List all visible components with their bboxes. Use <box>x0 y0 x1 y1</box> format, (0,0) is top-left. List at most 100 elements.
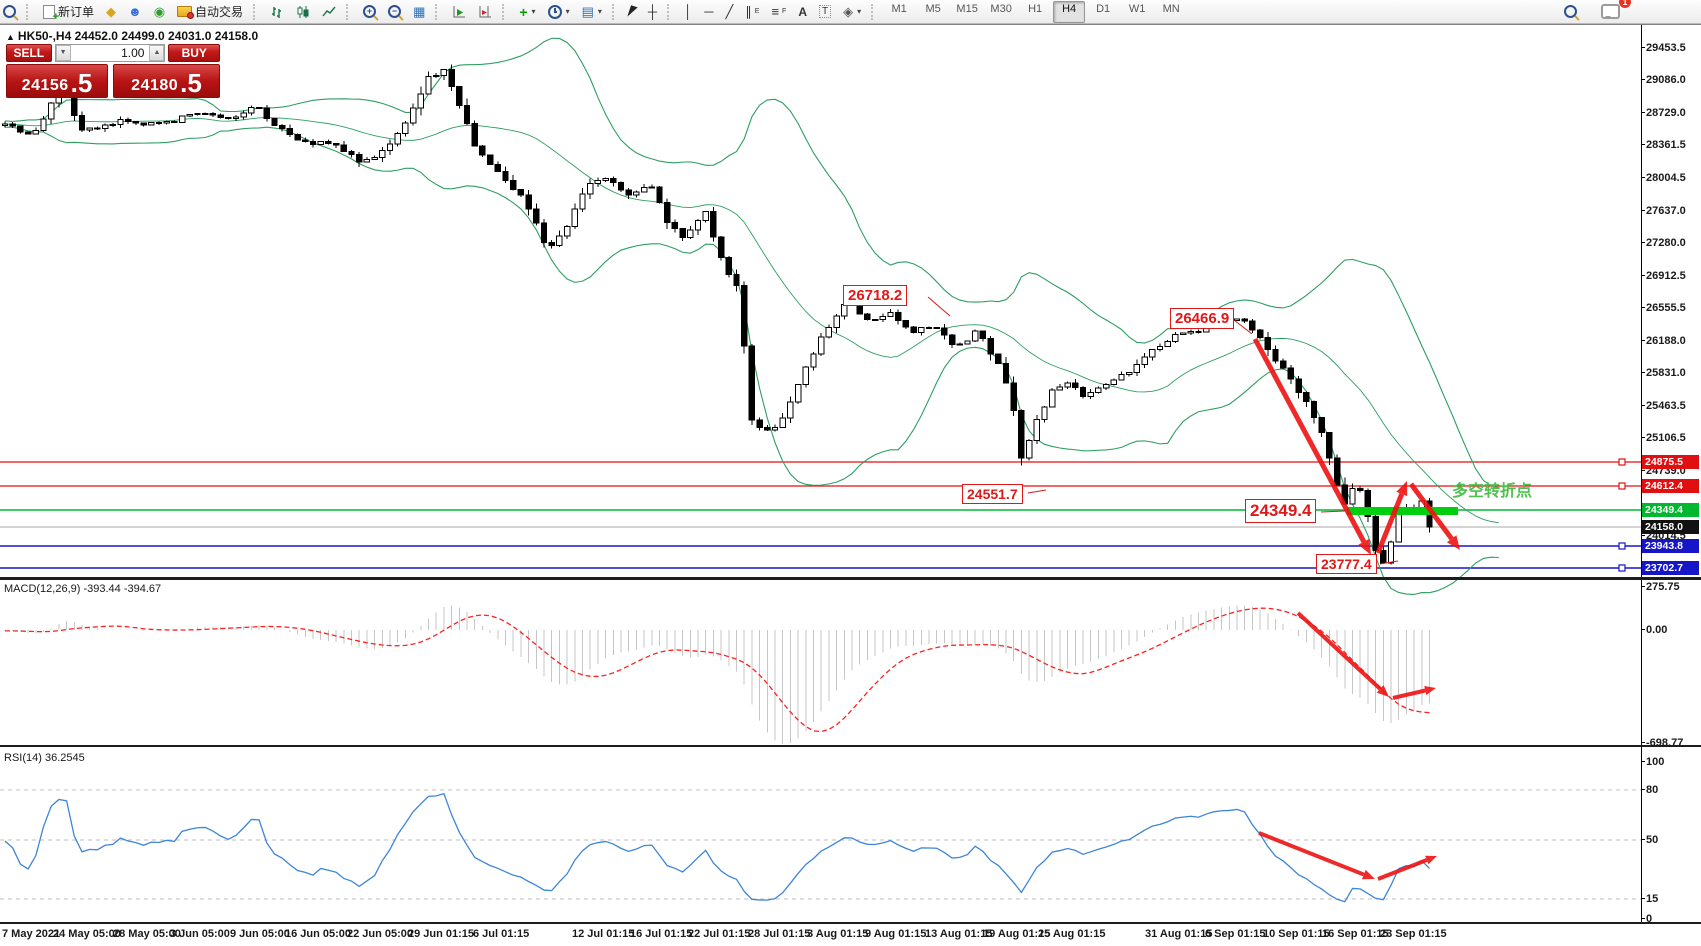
price-annotation-label[interactable]: 26718.2 <box>843 285 908 306</box>
price-axis-tick: 25831.0 <box>1641 367 1686 379</box>
time-axis[interactable]: 7 May 2021 24 May 05:00 28 May 05:00 3 Jun … <box>0 925 1641 943</box>
pivot-green-bar[interactable] <box>1347 507 1458 515</box>
annotation-arrow[interactable] <box>1375 481 1408 554</box>
buy-price-main: 24180 <box>131 77 179 94</box>
time-axis-label: 22 Jun 05:00 <box>347 928 414 940</box>
autotrade-button[interactable]: 自动交易 <box>172 0 248 24</box>
caret-down-icon: ▾ <box>565 7 570 16</box>
zoom-in-button[interactable]: + <box>358 0 381 24</box>
time-axis-label: 13 Aug 01:15 <box>925 928 993 940</box>
timeframe-h1[interactable]: H1 <box>1028 2 1043 15</box>
line-handle[interactable] <box>1618 482 1626 490</box>
volume-increase-button[interactable]: ▲ <box>149 45 165 61</box>
indicators-button[interactable]: + ▾ <box>514 0 540 24</box>
fibonacci-button[interactable]: ≡ F <box>766 0 791 24</box>
bar-chart-button[interactable] <box>265 0 289 24</box>
fibonacci-icon: ≡ <box>771 4 780 19</box>
clock-icon <box>547 4 562 19</box>
arrows-button[interactable]: ◈ ▾ <box>838 0 866 24</box>
toolbar-separator <box>435 3 442 20</box>
price-annotation-label[interactable]: 23777.4 <box>1316 554 1377 574</box>
timeframe-h4[interactable]: H4 <box>1053 0 1086 23</box>
main-chart[interactable] <box>0 25 1641 596</box>
toolbar-separator <box>253 3 260 20</box>
new-order-button[interactable]: 新订单 <box>38 0 99 24</box>
trendline-button[interactable]: ╱ <box>720 0 738 24</box>
search-button[interactable] <box>1559 0 1582 24</box>
vline-button[interactable]: │ <box>679 0 697 24</box>
time-axis-label: 28 May 05:00 <box>113 928 181 940</box>
label-callout-line <box>1233 319 1253 335</box>
pivot-point-text[interactable]: 多空转折点 <box>1452 483 1533 500</box>
panel-divider[interactable] <box>0 577 1701 580</box>
auto-scroll-button[interactable] <box>447 0 471 24</box>
templates-button[interactable]: ▤ ▾ <box>577 0 607 24</box>
main-toolbar: 新订单 ◆ ☻ ◉ 自动交易 + − ▦ +▾ ▾ ▤▾ ┼ │ ─ ╱ ∥E … <box>0 0 1701 24</box>
text-button[interactable]: A <box>793 0 812 24</box>
periods-button[interactable]: ▾ <box>543 0 575 24</box>
panel-divider[interactable] <box>0 745 1701 747</box>
rsi-panel[interactable] <box>0 747 1641 922</box>
line-handle[interactable] <box>1618 564 1626 572</box>
sell-button[interactable]: SELL <box>6 44 52 62</box>
zoom-in-icon: + <box>363 5 377 18</box>
search-icon <box>1564 5 1577 18</box>
crosshair-button[interactable]: ┼ <box>643 0 662 24</box>
chat-bubble-icon <box>1601 4 1620 19</box>
annotation-arrow[interactable] <box>1392 685 1436 700</box>
macd-histogram <box>4 605 1430 744</box>
channel-button[interactable]: ∥ E <box>740 0 764 24</box>
time-axis-label: 24 May 05:00 <box>53 928 121 940</box>
annotation-arrow[interactable] <box>1296 611 1389 697</box>
annotation-arrow[interactable] <box>1377 855 1437 881</box>
notifications-button[interactable]: 1 <box>1596 0 1631 24</box>
search-icon[interactable] <box>0 0 21 24</box>
profile-button[interactable]: ☻ <box>123 0 147 24</box>
annotation-arrow[interactable] <box>1258 831 1375 880</box>
price-annotation-label[interactable]: 24349.4 <box>1245 499 1317 523</box>
price-axis-tick: 27280.0 <box>1641 237 1686 249</box>
panel-divider[interactable] <box>0 922 1701 924</box>
price-annotation-label[interactable]: 24551.7 <box>962 484 1023 504</box>
timeframe-mn[interactable]: MN <box>1162 2 1180 15</box>
timeframe-w1[interactable]: W1 <box>1128 2 1146 15</box>
volume-decrease-button[interactable]: ▼ <box>55 45 71 61</box>
signals-button[interactable]: ◉ <box>149 0 170 24</box>
buy-button[interactable]: BUY <box>168 44 220 62</box>
timeframe-m1[interactable]: M1 <box>891 2 907 15</box>
label-icon: T <box>819 5 832 18</box>
volume-input[interactable]: 1.00 <box>121 46 145 60</box>
label-button[interactable]: T <box>814 0 836 24</box>
price-annotation-label[interactable]: 26466.9 <box>1170 308 1235 329</box>
price-tag: 23943.8 <box>1642 539 1699 553</box>
signals-icon: ◉ <box>153 4 166 19</box>
sell-price-frac: .5 <box>70 68 93 98</box>
hline-button[interactable]: ─ <box>699 0 718 24</box>
caret-down-icon: ▾ <box>857 7 862 16</box>
profile-icon: ☻ <box>128 4 142 19</box>
line-handle[interactable] <box>1618 458 1626 466</box>
bb-middle-band <box>4 117 1499 524</box>
channel-icon: ∥ <box>745 4 752 19</box>
autotrade-label: 自动交易 <box>195 5 244 19</box>
timeframe-m30[interactable]: M30 <box>990 2 1012 15</box>
chart-shift-button[interactable] <box>473 0 497 24</box>
price-axis[interactable]: 29453.5 29086.0 28729.0 28361.5 28004.5 27637… <box>1640 25 1701 925</box>
timeframe-d1[interactable]: D1 <box>1096 2 1111 15</box>
zoom-out-button[interactable]: − <box>383 0 406 24</box>
macd-panel[interactable] <box>0 580 1641 745</box>
annotation-arrow[interactable] <box>1408 482 1460 550</box>
line-handle[interactable] <box>1618 542 1626 550</box>
line-chart-button[interactable] <box>317 0 341 24</box>
timeframe-m5[interactable]: M5 <box>925 2 941 15</box>
buy-price-display[interactable]: 24180.5 <box>113 64 220 98</box>
candle-chart-button[interactable] <box>291 0 315 24</box>
sell-price-display[interactable]: 24156.5 <box>6 64 109 98</box>
annotation-arrow[interactable] <box>1252 337 1371 555</box>
time-axis-label: 9 Jun 05:00 <box>230 928 290 940</box>
tile-windows-button[interactable]: ▦ <box>408 0 430 24</box>
quotes-button[interactable]: ◆ <box>101 0 121 24</box>
timeframe-m15[interactable]: M15 <box>956 2 978 15</box>
price-tag: 24612.4 <box>1642 479 1699 493</box>
cursor-button[interactable] <box>624 0 641 24</box>
